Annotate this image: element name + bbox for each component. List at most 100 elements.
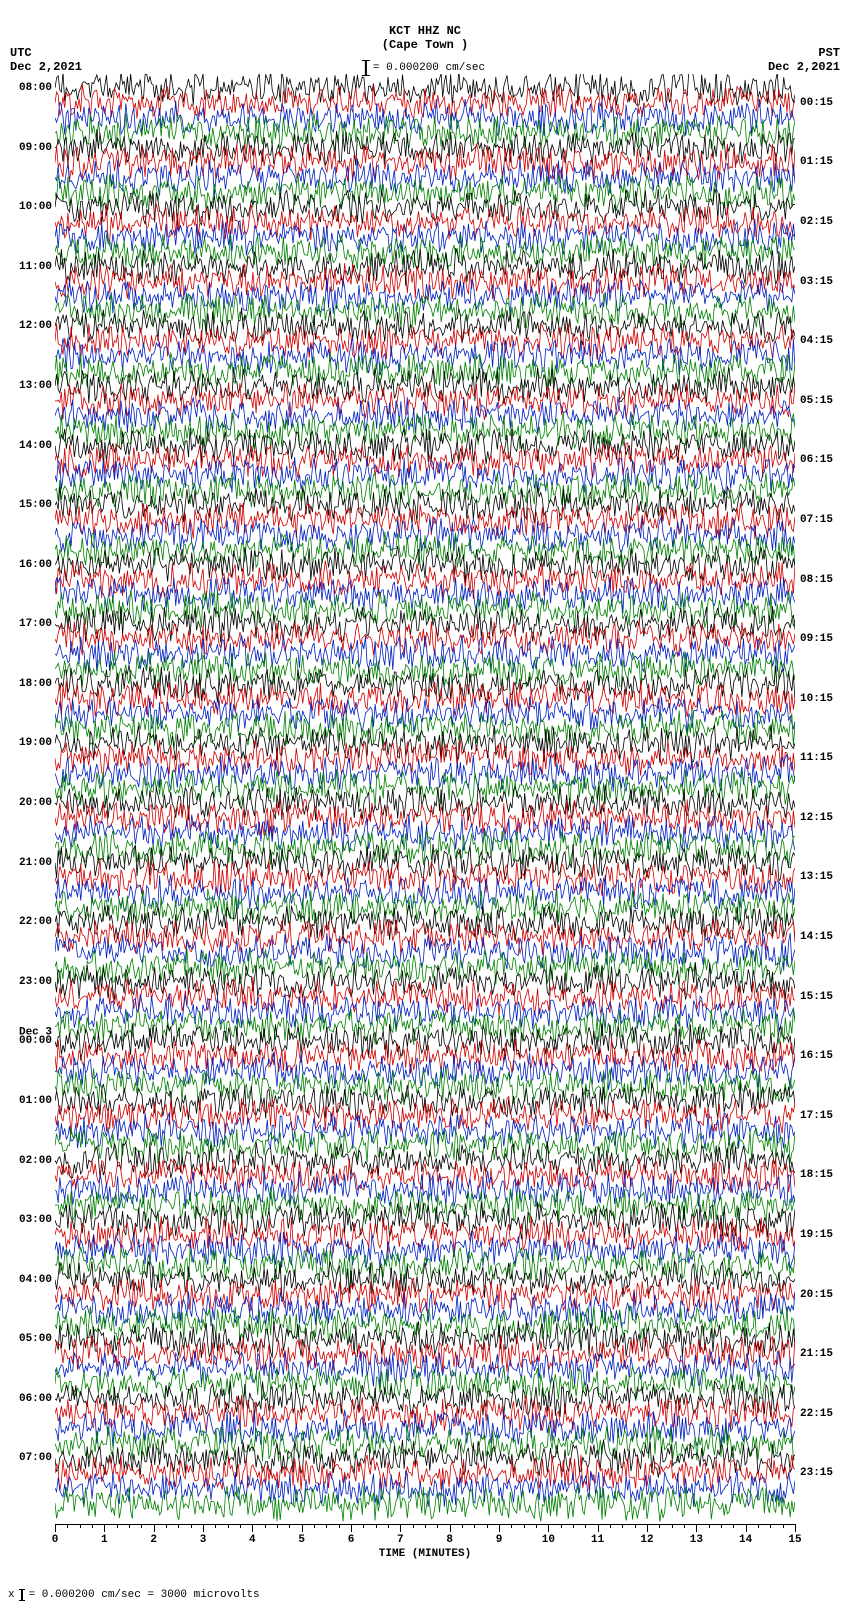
x-tick-label: 5 bbox=[298, 1534, 305, 1546]
x-tick-label: 2 bbox=[150, 1534, 157, 1546]
x-tick-minor bbox=[585, 1524, 586, 1528]
trace-line bbox=[55, 889, 795, 926]
left-time-axis: 08:0009:0010:0011:0012:0013:0014:0015:00… bbox=[0, 88, 52, 1518]
x-tick-major bbox=[647, 1524, 648, 1532]
left-day-break: Dec 3 bbox=[0, 1027, 52, 1039]
x-tick-minor bbox=[215, 1524, 216, 1528]
x-tick-label: 15 bbox=[788, 1534, 801, 1546]
x-tick-minor bbox=[672, 1524, 673, 1528]
right-time-label: 07:15 bbox=[800, 514, 850, 526]
x-tick-major bbox=[55, 1524, 56, 1532]
left-time-label: 21:00 bbox=[0, 857, 52, 869]
right-time-label: 13:15 bbox=[800, 871, 850, 883]
trace-line bbox=[55, 1440, 795, 1478]
x-tick-minor bbox=[326, 1524, 327, 1528]
right-time-label: 19:15 bbox=[800, 1229, 850, 1241]
left-time-label: 23:00 bbox=[0, 976, 52, 988]
x-tick-minor bbox=[67, 1524, 68, 1528]
x-tick-minor bbox=[425, 1524, 426, 1528]
right-time-label: 06:15 bbox=[800, 454, 850, 466]
left-time-label: 02:00 bbox=[0, 1155, 52, 1167]
right-time-label: 11:15 bbox=[800, 752, 850, 764]
x-tick-minor bbox=[129, 1524, 130, 1528]
x-tick-minor bbox=[339, 1524, 340, 1528]
chart-header: KCT HHZ NC (Cape Town ) bbox=[0, 24, 850, 52]
x-tick-minor bbox=[462, 1524, 463, 1528]
trace-line bbox=[55, 99, 795, 136]
timezone-left: UTC Dec 2,2021 bbox=[10, 46, 82, 74]
station-location: (Cape Town ) bbox=[0, 38, 850, 52]
left-time-label: 05:00 bbox=[0, 1333, 52, 1345]
x-tick-label: 13 bbox=[690, 1534, 703, 1546]
x-tick-major bbox=[351, 1524, 352, 1532]
left-time-label: 04:00 bbox=[0, 1274, 52, 1286]
trace-line bbox=[55, 324, 795, 360]
tz-left-label: UTC bbox=[10, 46, 32, 60]
x-tick-minor bbox=[635, 1524, 636, 1528]
x-tick-minor bbox=[770, 1524, 771, 1528]
trace-line bbox=[55, 710, 795, 748]
x-tick-label: 7 bbox=[397, 1534, 404, 1546]
right-time-axis: 00:1501:1502:1503:1504:1505:1506:1507:15… bbox=[800, 88, 850, 1518]
x-tick-label: 3 bbox=[200, 1534, 207, 1546]
x-tick-minor bbox=[178, 1524, 179, 1528]
right-time-label: 18:15 bbox=[800, 1169, 850, 1181]
footer-scale: x = 0.000200 cm/sec = 3000 microvolts bbox=[8, 1589, 260, 1601]
right-time-label: 09:15 bbox=[800, 633, 850, 645]
x-tick-minor bbox=[622, 1524, 623, 1528]
x-tick-minor bbox=[265, 1524, 266, 1528]
right-time-label: 03:15 bbox=[800, 276, 850, 288]
trace-line bbox=[55, 189, 795, 227]
x-tick-major bbox=[104, 1524, 105, 1532]
tz-left-date: Dec 2,2021 bbox=[10, 60, 82, 74]
x-tick-minor bbox=[240, 1524, 241, 1528]
trace-line bbox=[55, 1381, 795, 1417]
x-tick-major bbox=[203, 1524, 204, 1532]
right-time-label: 21:15 bbox=[800, 1348, 850, 1360]
right-time-label: 02:15 bbox=[800, 216, 850, 228]
trace-line bbox=[55, 1097, 795, 1135]
x-tick-label: 9 bbox=[496, 1534, 503, 1546]
trace-line bbox=[55, 948, 795, 985]
left-time-label: 13:00 bbox=[0, 380, 52, 392]
x-tick-minor bbox=[573, 1524, 574, 1528]
trace-line bbox=[55, 665, 795, 702]
left-time-label: 03:00 bbox=[0, 1214, 52, 1226]
x-tick-minor bbox=[610, 1524, 611, 1528]
x-tick-major bbox=[746, 1524, 747, 1532]
left-time-label: 17:00 bbox=[0, 618, 52, 630]
x-tick-major bbox=[400, 1524, 401, 1532]
right-time-label: 17:15 bbox=[800, 1110, 850, 1122]
trace-line bbox=[55, 546, 795, 584]
left-time-label: 19:00 bbox=[0, 737, 52, 749]
tz-right-date: Dec 2,2021 bbox=[768, 60, 840, 74]
right-time-label: 05:15 bbox=[800, 395, 850, 407]
x-tick-minor bbox=[363, 1524, 364, 1528]
x-axis: TIME (MINUTES) 0123456789101112131415 bbox=[55, 1524, 795, 1564]
trace-line bbox=[55, 486, 795, 524]
x-tick-minor bbox=[166, 1524, 167, 1528]
x-tick-minor bbox=[376, 1524, 377, 1528]
x-tick-minor bbox=[437, 1524, 438, 1528]
x-tick-label: 0 bbox=[52, 1534, 59, 1546]
scale-text: = 0.000200 cm/sec bbox=[373, 62, 485, 74]
x-tick-minor bbox=[191, 1524, 192, 1528]
right-time-label: 04:15 bbox=[800, 335, 850, 347]
left-time-label: 15:00 bbox=[0, 499, 52, 511]
x-tick-minor bbox=[141, 1524, 142, 1528]
station-code: KCT HHZ NC bbox=[0, 24, 850, 38]
x-tick-minor bbox=[561, 1524, 562, 1528]
right-time-label: 00:15 bbox=[800, 97, 850, 109]
x-tick-label: 6 bbox=[348, 1534, 355, 1546]
x-tick-minor bbox=[684, 1524, 685, 1528]
right-time-label: 12:15 bbox=[800, 812, 850, 824]
x-tick-minor bbox=[709, 1524, 710, 1528]
footer-text: = 0.000200 cm/sec = 3000 microvolts bbox=[29, 1589, 260, 1601]
x-tick-minor bbox=[289, 1524, 290, 1528]
x-tick-minor bbox=[721, 1524, 722, 1528]
right-time-label: 20:15 bbox=[800, 1289, 850, 1301]
x-tick-minor bbox=[314, 1524, 315, 1528]
x-tick-label: 8 bbox=[446, 1534, 453, 1546]
x-tick-minor bbox=[474, 1524, 475, 1528]
trace-line bbox=[55, 501, 795, 540]
